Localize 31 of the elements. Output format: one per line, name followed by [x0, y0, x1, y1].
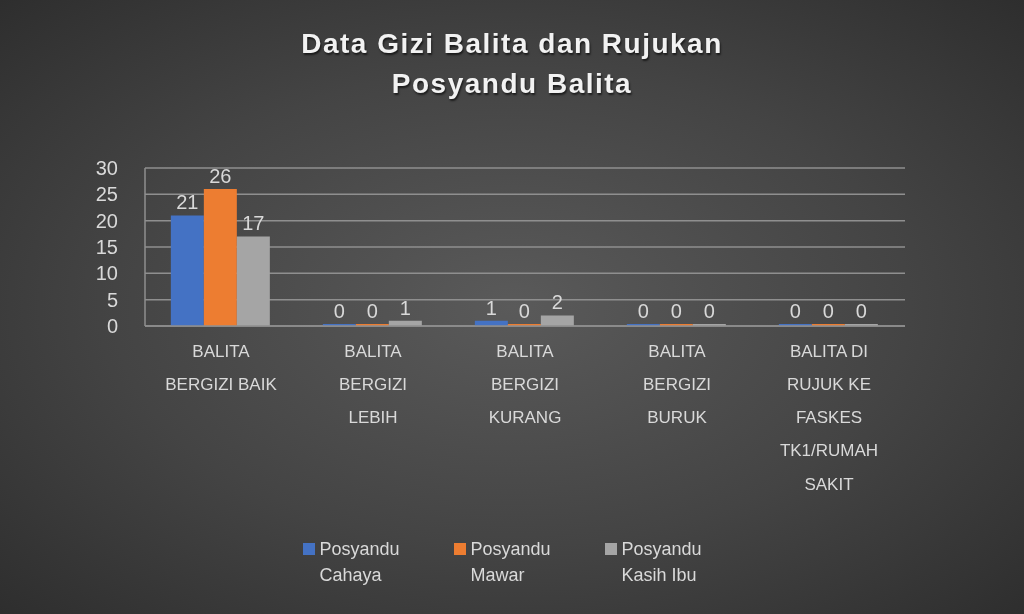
legend-label: Posyandu Mawar [470, 538, 552, 587]
data-label: 0 [670, 300, 682, 322]
data-label: 17 [242, 212, 265, 235]
data-label: 0 [789, 300, 801, 322]
data-label: 1 [485, 296, 497, 319]
data-label: 0 [518, 300, 530, 322]
x-tick-label: BALITA BERGIZI BAIK [165, 342, 278, 395]
y-tick-label: 5 [106, 288, 118, 311]
x-tick-label: BALITA BERGIZI KURANG [488, 342, 562, 428]
y-tick-label: 0 [106, 315, 118, 338]
legend-label: Posyandu Kasih Ibu [621, 538, 703, 587]
y-tick-label: 30 [95, 157, 118, 180]
data-label: 0 [822, 300, 834, 322]
data-label: 0 [366, 300, 378, 322]
data-label: 1 [399, 296, 411, 319]
data-label: 0 [637, 300, 649, 322]
x-tick-label: BALITA DI RUJUK KE FASKES TK1/RUMAH SAKIT [779, 342, 879, 494]
data-label: 0 [703, 300, 715, 322]
y-tick-label: 15 [95, 236, 118, 259]
y-tick-label: 25 [95, 183, 118, 206]
x-tick-label: BALITA BERGIZI LEBIH [338, 342, 408, 428]
data-label: 0 [333, 300, 345, 322]
x-tick-label: BALITA BERGIZI BURUK [642, 342, 712, 428]
y-tick-label: 20 [95, 209, 118, 232]
data-label: 21 [176, 191, 199, 214]
y-tick-label: 10 [95, 262, 118, 285]
data-label: 26 [209, 165, 232, 188]
data-label: 0 [855, 300, 867, 322]
data-label: 2 [551, 291, 563, 314]
legend-label: Posyandu Cahaya [319, 538, 401, 587]
chart-title: Data Gizi Balita dan Rujukan Posyandu Balita [300, 27, 724, 101]
